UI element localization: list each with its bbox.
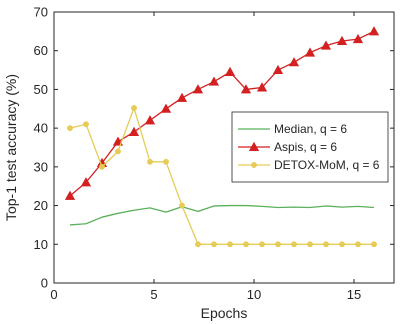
data-point — [304, 47, 316, 57]
data-point — [195, 241, 201, 248]
data-point — [288, 57, 300, 67]
data-point — [320, 40, 332, 50]
data-point — [371, 241, 377, 248]
legend-entry: Median, q = 6 — [238, 122, 347, 136]
series-group — [64, 26, 380, 200]
data-point — [291, 241, 297, 248]
series-layer — [64, 26, 380, 248]
data-point — [80, 177, 92, 187]
data-point — [144, 115, 156, 125]
legend-entry: Aspis, q = 6 — [238, 140, 337, 154]
data-point — [192, 84, 204, 94]
x-tick-label: 0 — [50, 287, 57, 302]
data-point — [307, 241, 313, 248]
series-group — [67, 105, 377, 248]
data-point — [208, 76, 220, 86]
axis-ticks — [53, 11, 394, 284]
data-point — [147, 158, 153, 165]
data-point — [224, 66, 236, 76]
data-point — [160, 103, 172, 113]
data-point — [272, 64, 284, 75]
y-tick-label: 0 — [41, 276, 48, 291]
series-group — [69, 204, 375, 226]
data-point — [240, 84, 252, 94]
legend: Median, q = 6 Aspis, q = 6 DETOX-MoM, q = … — [231, 111, 389, 183]
data-point — [355, 241, 361, 248]
data-point — [368, 26, 380, 36]
y-tick-label: 70 — [34, 5, 48, 20]
data-point — [83, 121, 89, 128]
data-point — [179, 202, 185, 209]
series-line — [69, 204, 375, 226]
data-point — [99, 163, 105, 170]
data-point — [163, 158, 169, 165]
y-tick-label: 50 — [34, 82, 48, 97]
y-axis-label: Top-1 test accuracy (%) — [3, 74, 19, 221]
data-point — [275, 241, 281, 248]
legend-label: Aspis, q = 6 — [274, 140, 337, 154]
data-point — [115, 148, 121, 155]
x-tick-label: 10 — [247, 287, 261, 302]
y-tick-label: 30 — [34, 159, 48, 174]
tick-labels: 0 5 10 15 0 10 20 30 40 50 60 70 — [34, 5, 362, 303]
data-point — [131, 105, 137, 111]
data-point — [67, 125, 73, 132]
x-tick-label: 5 — [150, 287, 157, 302]
legend-swatch-marker — [248, 141, 260, 151]
data-point — [128, 126, 140, 136]
y-tick-label: 20 — [34, 198, 48, 213]
legend-swatch-marker — [251, 162, 257, 168]
data-point — [259, 241, 265, 248]
legend-label: DETOX-MoM, q = 6 — [274, 158, 380, 172]
y-tick-label: 40 — [34, 121, 48, 136]
legend-label: Median, q = 6 — [274, 122, 347, 136]
data-point — [243, 241, 249, 248]
data-point — [176, 92, 188, 102]
data-point — [352, 33, 364, 44]
data-point — [256, 82, 268, 92]
x-axis-label: Epochs — [201, 305, 248, 321]
data-point — [211, 241, 217, 248]
y-tick-label: 10 — [34, 237, 48, 252]
legend-entry: DETOX-MoM, q = 6 — [238, 158, 380, 172]
x-tick-label: 15 — [347, 287, 361, 302]
y-tick-label: 60 — [34, 43, 48, 58]
data-point — [336, 35, 348, 46]
legend-entries: Median, q = 6 Aspis, q = 6 DETOX-MoM, q = … — [238, 122, 380, 172]
data-point — [64, 190, 76, 200]
data-point — [323, 241, 329, 248]
data-point — [227, 241, 233, 248]
data-point — [339, 241, 345, 248]
